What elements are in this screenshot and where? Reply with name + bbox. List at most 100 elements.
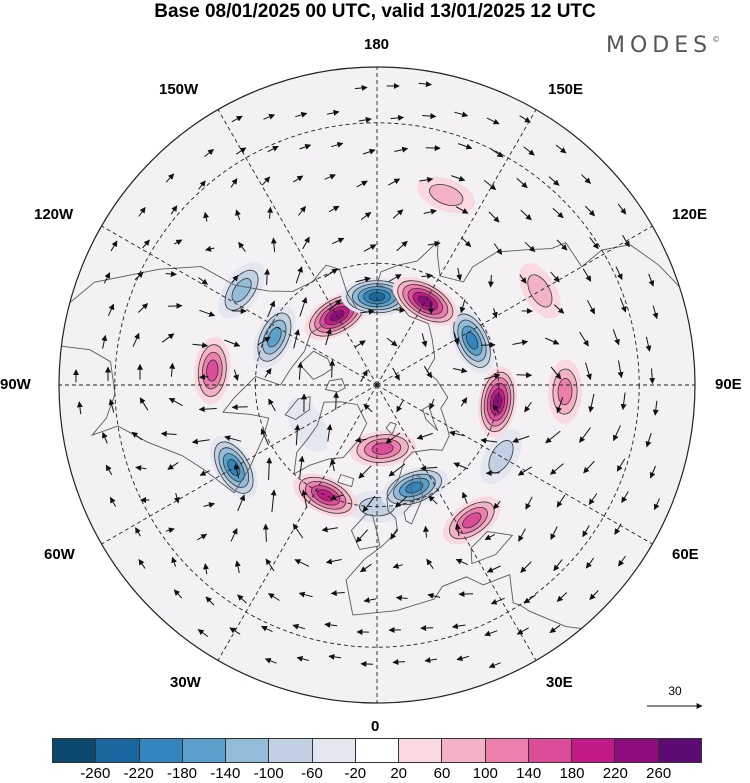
- wind-arrow: [493, 500, 501, 510]
- wind-arrow: [424, 657, 438, 664]
- anomaly-contour: [462, 512, 482, 529]
- wind-arrow: [299, 296, 308, 317]
- coastline: [69, 264, 357, 308]
- wind-arrow: [550, 463, 564, 475]
- wind-arrow: [588, 393, 595, 413]
- colorbar-segment: [615, 739, 659, 762]
- anomaly-contour: [429, 184, 464, 206]
- wind-arrow: [556, 397, 564, 414]
- wind-arrow: [512, 339, 529, 346]
- colorbar-tick-label: -260: [80, 765, 111, 782]
- wind-arrow: [264, 657, 277, 664]
- wind-arrow: [451, 623, 466, 630]
- wind-arrow: [588, 493, 598, 505]
- anomaly-center: [194, 336, 231, 405]
- wind-arrow: [138, 207, 146, 217]
- colorbar-tick-label: 220: [602, 765, 628, 782]
- wind-arrow: [325, 328, 332, 346]
- wind-arrow: [297, 361, 304, 380]
- wind-arrow: [421, 273, 434, 279]
- wind-arrow: [198, 277, 208, 285]
- wind-arrow: [198, 406, 217, 413]
- wind-arrow: [363, 597, 376, 604]
- coastline: [337, 473, 355, 488]
- wind-arrow: [486, 565, 501, 573]
- colorbar-tick-label: -180: [166, 765, 198, 782]
- wind-arrow: [520, 209, 532, 221]
- wind-arrow: [299, 143, 312, 150]
- wind-arrow: [484, 373, 501, 380]
- wind-arrow: [488, 662, 501, 669]
- colorbar-tick-label: -220: [123, 765, 154, 782]
- wind-arrow: [618, 555, 626, 567]
- wind-arrow: [460, 237, 472, 248]
- wind-arrow: [455, 206, 469, 214]
- wind-arrow: [524, 401, 532, 413]
- wind-arrow: [199, 373, 209, 380]
- wind-arrow: [101, 334, 108, 349]
- wind-arrow: [161, 333, 175, 343]
- wind-arrow: [388, 178, 401, 186]
- coastline: [345, 240, 680, 616]
- colorbar-segment: [182, 739, 227, 762]
- colorbar-tick-label: 60: [433, 765, 451, 782]
- anomaly-center: [252, 305, 296, 369]
- wind-arrow: [483, 180, 497, 190]
- wind-arrow: [360, 211, 372, 221]
- wind-arrow: [266, 457, 273, 481]
- wind-arrow: [579, 427, 591, 443]
- wind-arrow: [292, 523, 304, 539]
- wind-arrow: [454, 523, 461, 537]
- wind-arrow: [298, 206, 306, 216]
- wind-arrow: [76, 401, 83, 415]
- lon-label-30e: 30E: [546, 674, 573, 691]
- wind-arrow: [455, 558, 468, 566]
- lon-label-0: 0: [371, 718, 380, 735]
- wind-arrow: [264, 368, 272, 378]
- wind-arrow: [324, 174, 336, 180]
- colorbar-tick-label: -100: [253, 765, 284, 782]
- brand-mark: ©: [712, 35, 721, 44]
- anomaly-contour: [405, 481, 424, 494]
- wind-arrow: [520, 561, 532, 573]
- wind-arrow: [295, 111, 308, 118]
- wind-arrow: [422, 525, 429, 538]
- wind-arrow: [234, 560, 241, 574]
- colorbar-segment: [53, 739, 97, 762]
- wind-arrow: [453, 462, 469, 470]
- wind-arrow: [652, 305, 659, 320]
- wind-arrow: [396, 240, 408, 252]
- lon-label-90e: 90E: [715, 376, 742, 393]
- colorbar-tick-label: 20: [390, 765, 408, 782]
- wind-arrow: [192, 342, 209, 349]
- coastline: [470, 531, 514, 565]
- wind-arrow: [233, 369, 239, 381]
- wind-arrow: [137, 303, 149, 313]
- wind-arrow: [427, 592, 441, 599]
- wind-arrow: [449, 430, 465, 437]
- wind-arrow: [458, 143, 473, 150]
- wind-arrow: [262, 523, 269, 542]
- wind-arrow: [235, 209, 241, 221]
- wind-arrow: [354, 437, 367, 444]
- wind-arrow: [302, 236, 310, 250]
- wind-arrow: [454, 111, 469, 118]
- colorbar-segment: [355, 739, 400, 762]
- wind-arrow: [392, 659, 406, 666]
- wind-arrow: [523, 146, 535, 156]
- wind-arrow: [545, 430, 561, 444]
- wind-arrow: [556, 592, 568, 602]
- wind-arrow: [132, 332, 140, 347]
- anomaly-contour: [231, 278, 252, 303]
- wind-arrow: [329, 458, 336, 472]
- wind-arrow: [165, 173, 175, 183]
- wind-arrow: [135, 465, 147, 471]
- wind-arrow: [197, 629, 209, 637]
- wind-arrow: [550, 366, 562, 380]
- wind-arrow: [270, 237, 277, 252]
- wind-arrow: [103, 272, 111, 284]
- wind-arrow: [585, 557, 595, 569]
- wind-arrow: [550, 271, 560, 283]
- map-title: Base 08/01/2025 00 UTC, valid 13/01/2025…: [154, 1, 596, 22]
- wind-arrow: [359, 308, 375, 315]
